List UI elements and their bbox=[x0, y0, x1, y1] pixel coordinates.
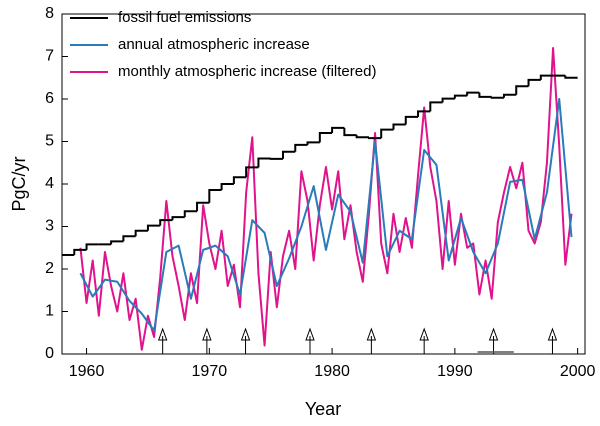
x-tick-label: 1990 bbox=[437, 363, 473, 380]
step-segment bbox=[196, 201, 210, 212]
plot-frame bbox=[61, 13, 586, 355]
step-segment bbox=[417, 110, 431, 117]
step-segment bbox=[171, 216, 185, 221]
step-segment bbox=[478, 92, 492, 98]
x-tick-label: 1960 bbox=[69, 363, 105, 380]
y-tick-label: 6 bbox=[45, 90, 54, 107]
step-segment bbox=[564, 75, 578, 79]
step-segment bbox=[183, 210, 198, 218]
step-segment bbox=[367, 137, 382, 140]
legend-label: monthly atmospheric increase (filtered) bbox=[118, 63, 376, 80]
step-segment bbox=[404, 115, 419, 125]
step-segment bbox=[441, 97, 455, 103]
event-arrow bbox=[202, 327, 212, 354]
step-segment bbox=[380, 128, 394, 139]
step-segment bbox=[73, 248, 87, 255]
x-axis-label: Year bbox=[305, 399, 341, 419]
step-segment bbox=[392, 123, 406, 130]
event-arrow bbox=[488, 327, 499, 354]
step-segment bbox=[85, 243, 99, 250]
step-segment bbox=[306, 141, 320, 145]
event-arrow bbox=[366, 327, 377, 354]
step-segment bbox=[490, 96, 504, 99]
event-arrow bbox=[547, 327, 558, 354]
y-tick-label: 8 bbox=[45, 5, 54, 22]
event-arrow bbox=[240, 327, 251, 354]
step-segment bbox=[527, 78, 541, 87]
y-tick-label: 4 bbox=[45, 175, 54, 192]
x-tick-label: 1970 bbox=[192, 363, 228, 380]
step-segment bbox=[539, 74, 554, 80]
step-segment bbox=[159, 219, 173, 226]
step-segment bbox=[466, 91, 480, 96]
step-segment bbox=[245, 166, 259, 178]
step-segment bbox=[146, 224, 161, 231]
step-segment bbox=[122, 235, 136, 242]
x-tick-label: 1980 bbox=[314, 363, 350, 380]
step-segment bbox=[257, 157, 271, 168]
step-segment bbox=[453, 94, 468, 99]
y-tick-label: 7 bbox=[45, 48, 54, 65]
step-segment bbox=[318, 132, 333, 143]
step-segment bbox=[502, 93, 517, 98]
y-tick-label: 5 bbox=[45, 133, 54, 150]
step-segment bbox=[220, 183, 234, 190]
series-line bbox=[79, 47, 573, 351]
y-axis-label: PgC/yr bbox=[9, 156, 29, 211]
step-segment bbox=[355, 135, 369, 139]
series-line bbox=[79, 98, 573, 332]
y-tick-label: 1 bbox=[45, 303, 54, 320]
step-segment bbox=[232, 176, 247, 184]
event-arrow bbox=[305, 327, 315, 354]
step-segment bbox=[429, 101, 443, 112]
step-segment bbox=[343, 127, 357, 137]
step-segment bbox=[281, 150, 296, 159]
y-tick-label: 3 bbox=[45, 218, 54, 235]
legend-label: annual atmospheric increase bbox=[118, 36, 310, 53]
y-tick-label: 0 bbox=[45, 345, 54, 362]
step-segment bbox=[134, 229, 148, 237]
step-segment bbox=[110, 240, 124, 245]
event-arrow bbox=[157, 327, 168, 354]
x-tick-label: 2000 bbox=[560, 363, 596, 380]
y-tick-label: 2 bbox=[45, 260, 54, 277]
step-segment bbox=[515, 85, 529, 95]
legend-label: fossil fuel emissions bbox=[118, 9, 251, 26]
step-segment bbox=[294, 143, 308, 152]
step-segment bbox=[208, 188, 222, 203]
step-segment bbox=[331, 126, 345, 133]
event-arrow bbox=[419, 327, 429, 354]
